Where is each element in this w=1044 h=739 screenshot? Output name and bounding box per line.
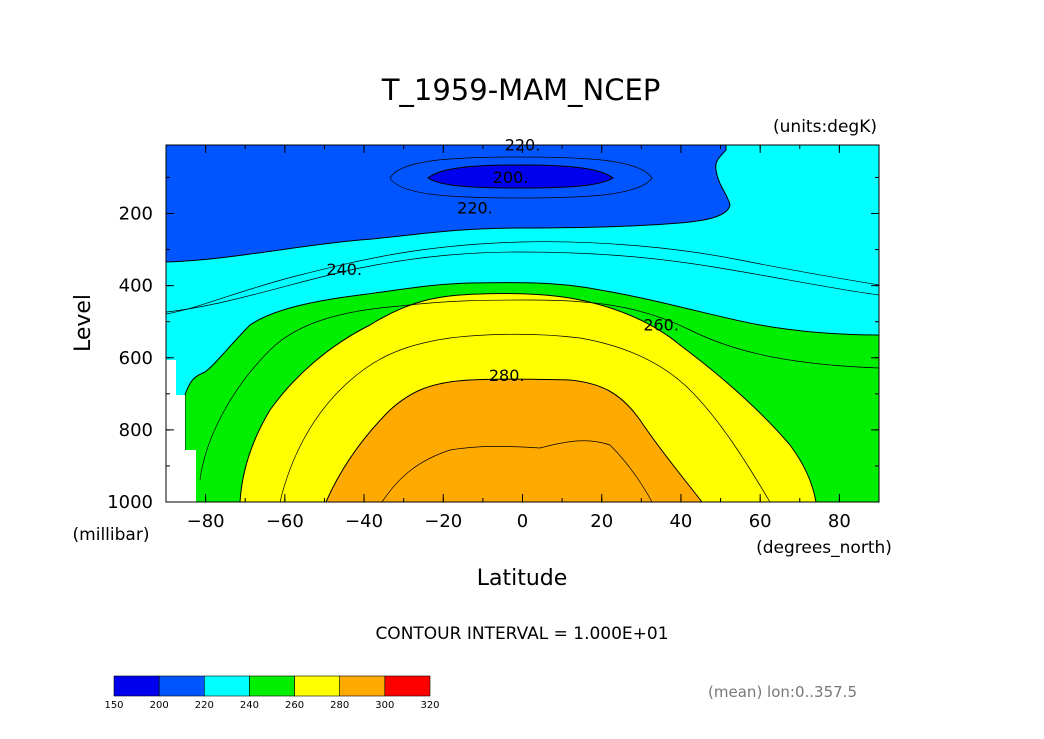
contour-line	[166, 241, 879, 315]
colorbar-label: 260	[285, 700, 304, 711]
contour-interval: CONTOUR INTERVAL = 1.000E+01	[375, 624, 668, 644]
fill-280-300	[325, 378, 703, 502]
x-tick-label: −20	[424, 511, 462, 532]
x-tick-label: −80	[187, 511, 225, 532]
y-tick-label: 400	[119, 276, 153, 297]
colorbar-label: 320	[420, 700, 439, 711]
x-tick-label: −60	[266, 511, 304, 532]
contour-line	[381, 440, 653, 502]
y-axis-label: Level	[71, 294, 96, 352]
x-tick-label: 20	[590, 511, 613, 532]
contour-label: 220.	[457, 199, 493, 218]
x-tick-label: 40	[669, 511, 692, 532]
contour-line	[166, 251, 879, 313]
colorbar: 150 200 220 240 260 280 300 320	[104, 675, 440, 711]
chart-title: T_1959-MAM_NCEP	[381, 73, 661, 107]
colorbar-swatch	[113, 675, 160, 697]
colorbar-swatch	[203, 675, 250, 697]
contour-line	[279, 333, 771, 502]
contour-line	[389, 156, 653, 199]
colorbar-label: 300	[375, 700, 394, 711]
x-units: (degrees_north)	[756, 538, 892, 558]
y-tick-label: 600	[119, 348, 153, 369]
colorbar-label: 150	[104, 700, 123, 711]
colorbar-swatch	[158, 675, 205, 697]
missing-data	[166, 360, 196, 502]
x-axis-label: Latitude	[477, 566, 568, 591]
colorbar-label: 200	[150, 700, 169, 711]
contour-fills	[166, 145, 879, 502]
fill-below-200	[427, 164, 614, 189]
units-label: (units:degK)	[773, 117, 877, 137]
contour-labels: 220.200.220.240.260.280.	[326, 135, 679, 385]
x-tick-label: 60	[749, 511, 772, 532]
x-tick-label: −40	[345, 511, 383, 532]
footnote: (mean) lon:0..357.5	[708, 683, 857, 701]
x-tick-label: 80	[828, 511, 851, 532]
contour-label: 220.	[505, 135, 541, 154]
contour-label: 280.	[489, 366, 525, 385]
colorbar-label: 220	[195, 700, 214, 711]
y-tick-label: 800	[119, 420, 153, 441]
colorbar-swatch	[249, 675, 295, 697]
contour-lines	[166, 156, 879, 502]
colorbar-swatch	[384, 675, 431, 697]
colorbar-label: 240	[240, 700, 259, 711]
y-axis: 200 400 600 800 1000	[107, 176, 879, 513]
y-units: (millibar)	[73, 525, 150, 545]
colorbar-swatch	[339, 675, 386, 697]
colorbar-swatch	[294, 675, 341, 697]
y-tick-label: 1000	[107, 492, 153, 513]
contour-label: 240.	[326, 260, 362, 279]
contour-line	[199, 299, 879, 481]
x-axis: −80 −60 −40 −20 0 20 40 60 80	[165, 145, 880, 532]
x-tick-label: 0	[517, 511, 528, 532]
contour-label: 260.	[643, 316, 679, 335]
contour-label: 200.	[493, 168, 529, 187]
colorbar-label: 280	[330, 700, 349, 711]
y-tick-label: 200	[119, 204, 153, 225]
